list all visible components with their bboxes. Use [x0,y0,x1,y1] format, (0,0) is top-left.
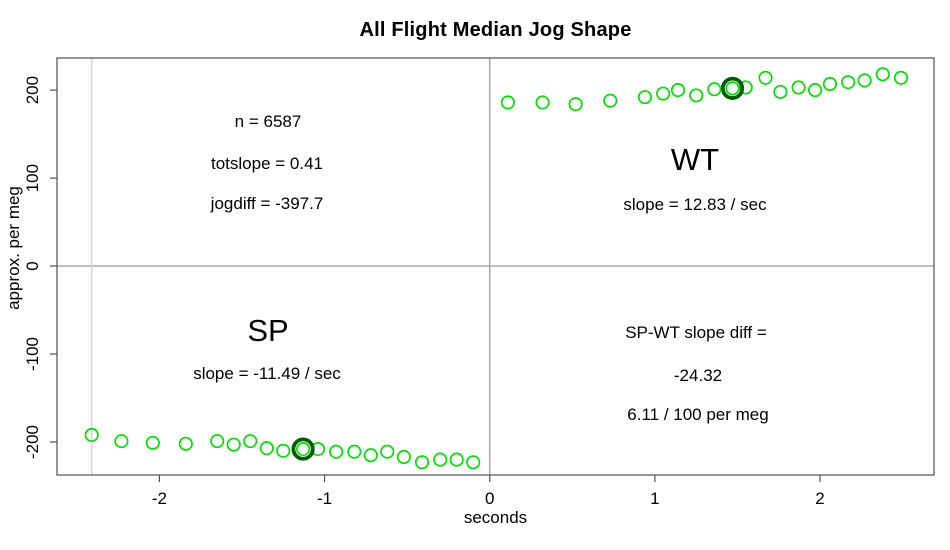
data-point-sp [449,452,464,467]
data-point-wt [758,70,773,85]
wt-slope-text: slope = 12.83 / sec [623,195,767,214]
data-point-wt [535,95,550,110]
annotation-totslope: totslope = 0.41 [210,154,324,173]
data-point-wt [808,83,823,98]
data-point-wt [707,82,722,97]
x-axis-tick-label: 0 [485,489,494,508]
sp-quadrant-label: SP [247,313,289,348]
data-point-sp [396,449,411,465]
x-axis-label: seconds [463,508,528,527]
slope-diff-value: -24.32 [673,366,723,385]
y-axis-tick-label: 200 [23,76,42,104]
data-point-wt [875,67,890,82]
data-point-wt [893,70,909,85]
slope-diff-line1: SP-WT slope diff = [625,323,767,342]
data-point-wt [689,88,704,103]
data-point-wt [857,73,872,88]
y-axis-label: approx. per meg [4,186,23,310]
data-point-sp [296,441,311,457]
sp-slope-text: slope = -11.49 / sec [193,364,341,383]
data-point-wt [725,81,740,96]
data-point-wt [603,93,618,108]
data-point-wt [738,80,753,95]
chart-title: All Flight Median Jog Shape [359,19,632,41]
data-point-wt [656,86,671,101]
y-axis-tick-label: -100 [23,337,42,371]
data-point-sp [380,444,395,459]
x-axis-tick-label: -2 [152,489,167,508]
data-point-sp [363,448,378,463]
data-point-sp [114,434,129,449]
data-point-sp [226,437,241,452]
data-point-sp [259,441,274,456]
y-axis-tick-label: 100 [23,164,42,192]
y-axis-tick-label: 0 [23,261,42,270]
data-point-sp [347,444,362,459]
annotation-n: n = 6587 [234,112,302,131]
data-point-sp [145,435,160,450]
data-point-sp [84,427,99,443]
highlight-ring-wt [720,76,745,100]
x-axis-tick-label: -1 [317,489,332,508]
slope-diff-per-meg: 6.11 / 100 per meg [627,405,769,424]
wt-quadrant-label: WT [670,142,720,177]
data-point-wt [637,90,653,105]
data-point-wt [791,80,806,95]
data-point-sp [243,434,258,449]
data-point-sp [276,443,291,458]
y-axis-tick-label: -200 [23,425,42,459]
data-point-wt [822,76,837,92]
data-point-wt [500,95,515,110]
data-point-sp [414,455,430,470]
data-point-sp [466,455,481,470]
annotation-jogdiff: jogdiff = -397.7 [210,194,324,213]
data-point-wt [773,84,788,99]
data-point-wt [841,75,856,90]
data-point-wt [568,97,583,112]
data-point-sp [210,434,225,449]
data-point-sp [329,444,344,459]
data-point-wt [670,83,686,98]
highlight-ring-sp [291,437,315,461]
x-axis-tick-label: 1 [650,489,659,508]
data-point-sp [433,452,448,467]
data-point-sp [178,436,193,451]
x-axis-tick-label: 2 [815,489,824,508]
